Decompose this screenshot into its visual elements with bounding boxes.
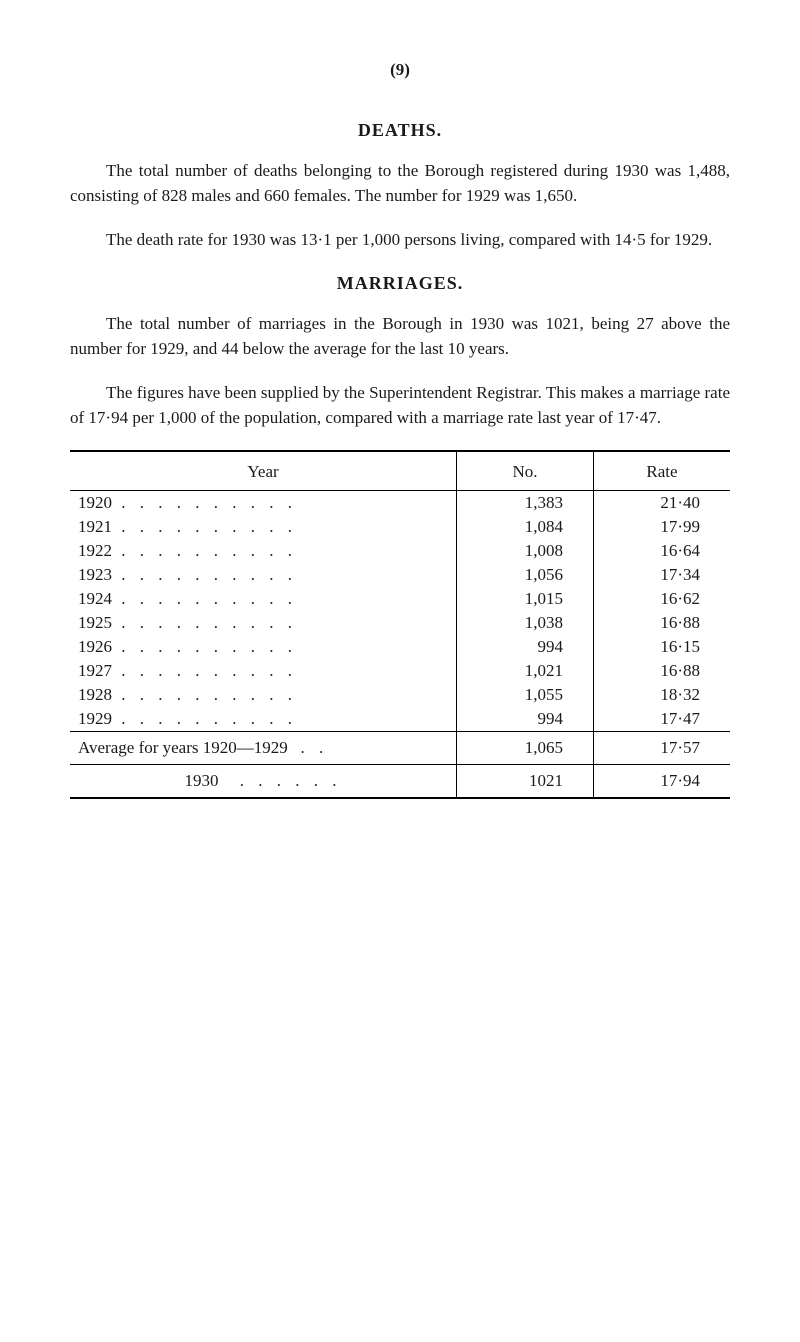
rate-cell: 16·62 xyxy=(594,587,731,611)
dot-leader: . . . . . . . . . . xyxy=(112,541,297,560)
dot-leader: . . . . . . . . . . xyxy=(112,637,297,656)
table-row: 1920 . . . . . . . . . .1,38321·40 xyxy=(70,491,730,516)
year-value: 1922 xyxy=(78,541,112,560)
dot-leader: . . . . . . . . . . xyxy=(112,661,297,680)
col-header-rate: Rate xyxy=(594,452,731,491)
year-cell: 1927 . . . . . . . . . . xyxy=(70,659,457,683)
rate-cell: 16·88 xyxy=(594,611,731,635)
dot-leader: . . xyxy=(301,738,329,757)
table-row: 1929 . . . . . . . . . .99417·47 xyxy=(70,707,730,732)
table-row: 1926 . . . . . . . . . .99416·15 xyxy=(70,635,730,659)
no-cell: 1,084 xyxy=(457,515,594,539)
year-cell: 1924 . . . . . . . . . . xyxy=(70,587,457,611)
year-value: 1924 xyxy=(78,589,112,608)
year-value: 1926 xyxy=(78,637,112,656)
no-cell: 994 xyxy=(457,707,594,732)
year-cell: 1926 . . . . . . . . . . xyxy=(70,635,457,659)
average-label: Average for years 1920—1929 xyxy=(78,738,288,758)
rate-cell: 16·64 xyxy=(594,539,731,563)
year-value: 1921 xyxy=(78,517,112,536)
no-cell: 1,008 xyxy=(457,539,594,563)
no-cell: 1,055 xyxy=(457,683,594,707)
no-cell: 1,021 xyxy=(457,659,594,683)
no-cell: 1,383 xyxy=(457,491,594,516)
rate-cell: 17·99 xyxy=(594,515,731,539)
year-cell: 1922 . . . . . . . . . . xyxy=(70,539,457,563)
dot-leader: . . . . . . . . . . xyxy=(112,589,297,608)
year-value: 1927 xyxy=(78,661,112,680)
marriages-heading: MARRIAGES. xyxy=(70,273,730,294)
average-row: Average for years 1920—1929 . . 1,065 17… xyxy=(70,732,730,765)
no-cell: 1,038 xyxy=(457,611,594,635)
page: (9) DEATHS. The total number of deaths b… xyxy=(0,0,800,859)
deaths-heading: DEATHS. xyxy=(70,120,730,141)
year-value: 1925 xyxy=(78,613,112,632)
rate-cell: 21·40 xyxy=(594,491,731,516)
dot-leader: . . . . . . . . . . xyxy=(112,517,297,536)
no-cell: 1,056 xyxy=(457,563,594,587)
year-cell: 1929 . . . . . . . . . . xyxy=(70,707,457,732)
deaths-paragraph-1: The total number of deaths belonging to … xyxy=(70,159,730,208)
table-row: 1925 . . . . . . . . . .1,03816·88 xyxy=(70,611,730,635)
year-value: 1929 xyxy=(78,709,112,728)
average-rate: 17·57 xyxy=(594,732,731,765)
dot-leader: . . . . . . . . . . xyxy=(112,565,297,584)
deaths-paragraph-2: The death rate for 1930 was 13·1 per 1,0… xyxy=(70,228,730,253)
page-number: (9) xyxy=(70,60,730,80)
year-value: 1923 xyxy=(78,565,112,584)
year-cell: 1925 . . . . . . . . . . xyxy=(70,611,457,635)
marriage-table-wrap: Year No. Rate 1920 . . . . . . . . . .1,… xyxy=(70,450,730,799)
dot-leader: . . . . . . . . . . xyxy=(112,685,297,704)
table-header-row: Year No. Rate xyxy=(70,452,730,491)
rate-cell: 16·88 xyxy=(594,659,731,683)
rate-cell: 18·32 xyxy=(594,683,731,707)
dot-leader: . . . . . . . . . . xyxy=(112,709,297,728)
average-no: 1,065 xyxy=(457,732,594,765)
marriages-paragraph-2: The figures have been supplied by the Su… xyxy=(70,381,730,430)
no-cell: 1,015 xyxy=(457,587,594,611)
table-row: 1927 . . . . . . . . . .1,02116·88 xyxy=(70,659,730,683)
rate-cell: 17·34 xyxy=(594,563,731,587)
final-no: 1021 xyxy=(457,765,594,798)
table-row: 1921 . . . . . . . . . .1,08417·99 xyxy=(70,515,730,539)
marriages-paragraph-1: The total number of marriages in the Bor… xyxy=(70,312,730,361)
year-cell: 1928 . . . . . . . . . . xyxy=(70,683,457,707)
dot-leader: . . . . . . . . . . xyxy=(112,493,297,512)
table-row: 1923 . . . . . . . . . .1,05617·34 xyxy=(70,563,730,587)
final-rate: 17·94 xyxy=(594,765,731,798)
year-cell: 1921 . . . . . . . . . . xyxy=(70,515,457,539)
rate-cell: 16·15 xyxy=(594,635,731,659)
dot-leader: . . . . . . xyxy=(240,771,342,790)
table-row: 1924 . . . . . . . . . .1,01516·62 xyxy=(70,587,730,611)
col-header-no: No. xyxy=(457,452,594,491)
final-row: 1930 . . . . . . 1021 17·94 xyxy=(70,765,730,798)
rate-cell: 17·47 xyxy=(594,707,731,732)
col-header-year: Year xyxy=(70,452,457,491)
table-body: 1920 . . . . . . . . . .1,38321·401921 .… xyxy=(70,491,730,732)
year-cell: 1923 . . . . . . . . . . xyxy=(70,563,457,587)
marriage-table: Year No. Rate 1920 . . . . . . . . . .1,… xyxy=(70,452,730,797)
year-value: 1920 xyxy=(78,493,112,512)
year-value: 1928 xyxy=(78,685,112,704)
table-row: 1922 . . . . . . . . . .1,00816·64 xyxy=(70,539,730,563)
dot-leader: . . . . . . . . . . xyxy=(112,613,297,632)
table-row: 1928 . . . . . . . . . .1,05518·32 xyxy=(70,683,730,707)
final-year-label: 1930 xyxy=(185,771,219,790)
no-cell: 994 xyxy=(457,635,594,659)
year-cell: 1920 . . . . . . . . . . xyxy=(70,491,457,516)
